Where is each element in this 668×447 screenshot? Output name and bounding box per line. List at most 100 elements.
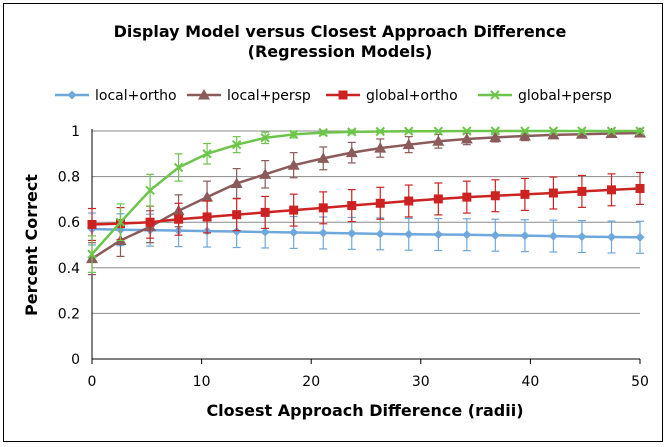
data-point [318,127,328,138]
data-point [635,126,645,136]
data-point [577,232,587,242]
data-point [404,126,414,136]
x-axis-label: Closest Approach Difference (radii) [206,401,523,420]
data-point [287,159,300,170]
data-point [260,227,270,237]
data-point [547,128,560,140]
data-point [345,146,358,158]
series-global-persp [87,126,645,273]
data-point [548,188,558,198]
data-point [635,183,645,193]
legend-item: local+persp [187,88,311,104]
data-point [462,126,472,136]
series-layer [86,126,646,276]
y-tick-label: 0 [71,352,80,368]
x-tick-labels: 0 10 20 30 40 50 [88,374,649,390]
data-point [375,198,385,208]
data-point [490,191,500,201]
data-point [317,152,330,163]
legend-item: global+persp [478,88,612,104]
y-tick-label: 1 [71,124,80,140]
data-point [347,201,357,211]
data-point [202,149,212,159]
data-point [260,207,270,217]
data-point [318,228,328,238]
series-line [91,227,641,239]
data-point [520,231,530,241]
x-tick-label: 40 [521,374,539,390]
y-tick-label: 0.2 [58,306,80,322]
data-point [606,126,617,136]
data-point [318,203,328,213]
data-point [174,214,184,224]
series-line [91,131,641,260]
x-tick-label: 30 [412,374,430,390]
data-point [230,177,243,188]
data-point [462,230,472,240]
data-point [518,130,531,141]
data-point [575,128,588,139]
data-point [548,126,559,136]
data-point [201,191,214,202]
legend-marker [338,90,348,100]
legend-marker [67,90,77,100]
x-tick-label: 20 [302,374,320,390]
data-point [231,139,242,150]
data-point [489,131,502,142]
data-point [433,126,444,136]
data-point [288,129,299,140]
legend-item: local+ortho [55,88,177,104]
chart-title-line-2: (Regression Models) [248,42,433,61]
data-point [490,126,501,136]
series-line [91,129,640,255]
data-point [520,126,530,136]
data-point [404,229,414,239]
x-tick-label: 50 [631,374,649,390]
data-point [374,142,387,153]
data-point [260,133,270,143]
y-tick-label: 0.4 [58,261,80,277]
legend-label: global+persp [518,88,612,104]
x-tick-label: 10 [193,374,211,390]
legend-item: global+ortho [326,88,458,104]
legend: local+ortho local+persp global+ortho global… [55,88,612,104]
chart-title-line-1: Display Model versus Closest Approach Di… [114,22,567,41]
y-tick-labels: 0 0.2 0.4 0.6 0.8 1 [58,124,80,368]
data-point [202,212,212,222]
data-point [115,217,126,227]
data-point [577,126,587,136]
data-point [607,185,617,195]
data-point [607,232,617,242]
data-point [433,230,443,240]
data-point [520,189,530,199]
data-point [173,162,184,173]
y-tick-label: 0.6 [58,215,80,231]
legend-label: local+persp [227,88,311,104]
data-point [375,126,385,137]
data-point [232,210,242,220]
data-point [347,127,357,137]
x-tick-label: 0 [88,374,97,390]
data-point [87,249,97,259]
data-point [462,192,472,202]
data-point [232,227,242,237]
data-point [289,227,299,237]
data-point [433,194,443,204]
data-point [460,132,473,144]
data-point [87,219,97,229]
data-point [635,232,645,242]
legend-label: global+ortho [366,88,458,104]
data-point [402,138,415,150]
legend-marker [198,89,210,100]
data-point [145,185,155,195]
series-line [91,187,641,226]
data-point [490,230,500,240]
data-point [548,231,558,241]
data-point [259,168,272,179]
data-point [347,228,357,238]
y-tick-label: 0.8 [58,170,80,186]
series-local-persp [86,127,646,276]
data-point [432,135,445,146]
data-point [375,229,385,239]
